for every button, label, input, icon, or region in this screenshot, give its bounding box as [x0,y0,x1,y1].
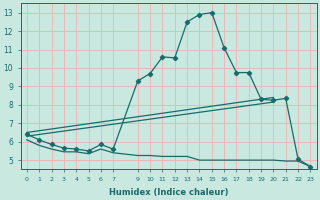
X-axis label: Humidex (Indice chaleur): Humidex (Indice chaleur) [109,188,228,197]
